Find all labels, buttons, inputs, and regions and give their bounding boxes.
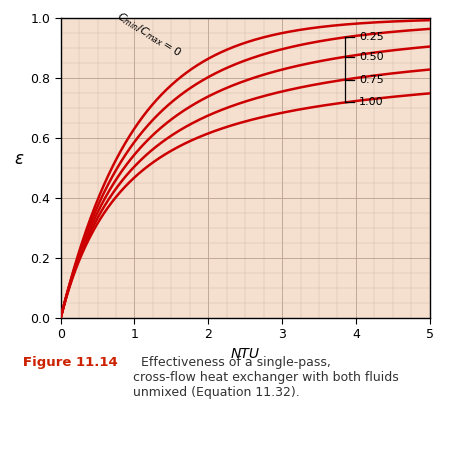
Text: 1.00: 1.00	[359, 98, 383, 108]
Text: 0.50: 0.50	[359, 52, 383, 62]
Y-axis label: ε: ε	[14, 150, 24, 168]
Text: 0.25: 0.25	[359, 32, 383, 42]
Text: Effectiveness of a single-pass,
cross-flow heat exchanger with both fluids
unmix: Effectiveness of a single-pass, cross-fl…	[133, 356, 399, 400]
Text: $C_{min}/C_{max} = 0$: $C_{min}/C_{max} = 0$	[114, 10, 184, 60]
Text: Figure 11.14: Figure 11.14	[23, 356, 118, 370]
X-axis label: NTU: NTU	[231, 347, 260, 361]
Text: 0.75: 0.75	[359, 74, 383, 84]
Text: F: F	[23, 356, 32, 370]
